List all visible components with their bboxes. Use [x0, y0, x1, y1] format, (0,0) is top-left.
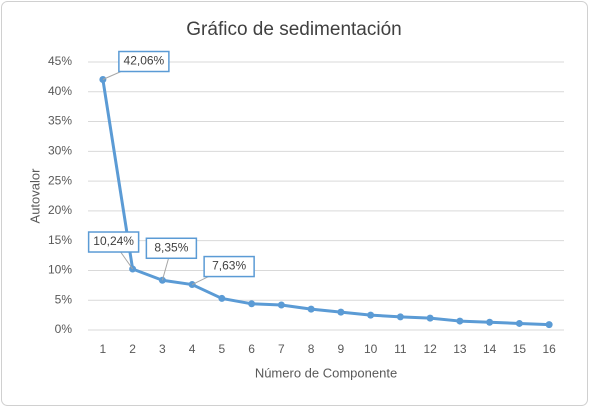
y-tick-label: 5%	[55, 292, 73, 306]
data-label: 8,35%	[154, 240, 188, 254]
y-tick-label: 10%	[48, 263, 72, 277]
x-tick-label: 16	[542, 342, 556, 356]
data-point	[426, 314, 434, 322]
data-label: 42,06%	[124, 54, 165, 68]
x-tick-label: 9	[338, 342, 345, 356]
y-tick-label: 30%	[48, 144, 72, 158]
x-tick-label: 3	[159, 342, 166, 356]
x-tick-label: 6	[248, 342, 255, 356]
x-tick-label: 4	[189, 342, 196, 356]
data-line	[101, 79, 550, 327]
data-label: 7,63%	[212, 259, 246, 273]
y-tick-label: 25%	[48, 173, 72, 187]
data-point	[545, 321, 553, 329]
chart-title: Gráfico de sedimentación	[186, 19, 401, 40]
x-tick-label: 12	[423, 342, 437, 356]
y-tick-label: 15%	[48, 233, 72, 247]
x-tick-label: 2	[129, 342, 136, 356]
data-point	[248, 300, 256, 308]
data-point	[337, 308, 345, 316]
data-point	[396, 313, 404, 321]
data-label: 10,24%	[93, 234, 134, 248]
x-tick-label: 11	[394, 342, 407, 356]
label-box	[145, 237, 198, 260]
x-tick-label: 7	[278, 342, 285, 356]
data-point	[367, 311, 375, 319]
x-axis-title: Número de Componente	[255, 365, 397, 380]
data-point	[277, 301, 285, 309]
data-point	[515, 319, 523, 327]
x-tick-label: 10	[364, 342, 378, 356]
data-point	[456, 317, 464, 325]
data-point	[307, 305, 315, 313]
y-tick-label: 40%	[48, 84, 72, 98]
x-tick-label: 13	[453, 342, 467, 356]
x-tick-label: 15	[513, 342, 527, 356]
label-box	[203, 255, 255, 278]
y-tick-label: 35%	[48, 114, 72, 128]
x-tick-label: 14	[483, 342, 497, 356]
data-point	[486, 318, 494, 326]
y-tick-label: 20%	[48, 203, 72, 217]
label-box	[87, 231, 140, 253]
data-point	[218, 294, 226, 302]
x-tick-label: 8	[308, 342, 315, 356]
y-tick-label: 0%	[55, 322, 73, 336]
x-tick-label: 1	[100, 342, 107, 356]
label-box	[118, 50, 170, 73]
y-axis-title: Autovalor	[27, 168, 42, 224]
x-tick-label: 5	[219, 342, 226, 356]
y-tick-label: 45%	[48, 54, 72, 68]
